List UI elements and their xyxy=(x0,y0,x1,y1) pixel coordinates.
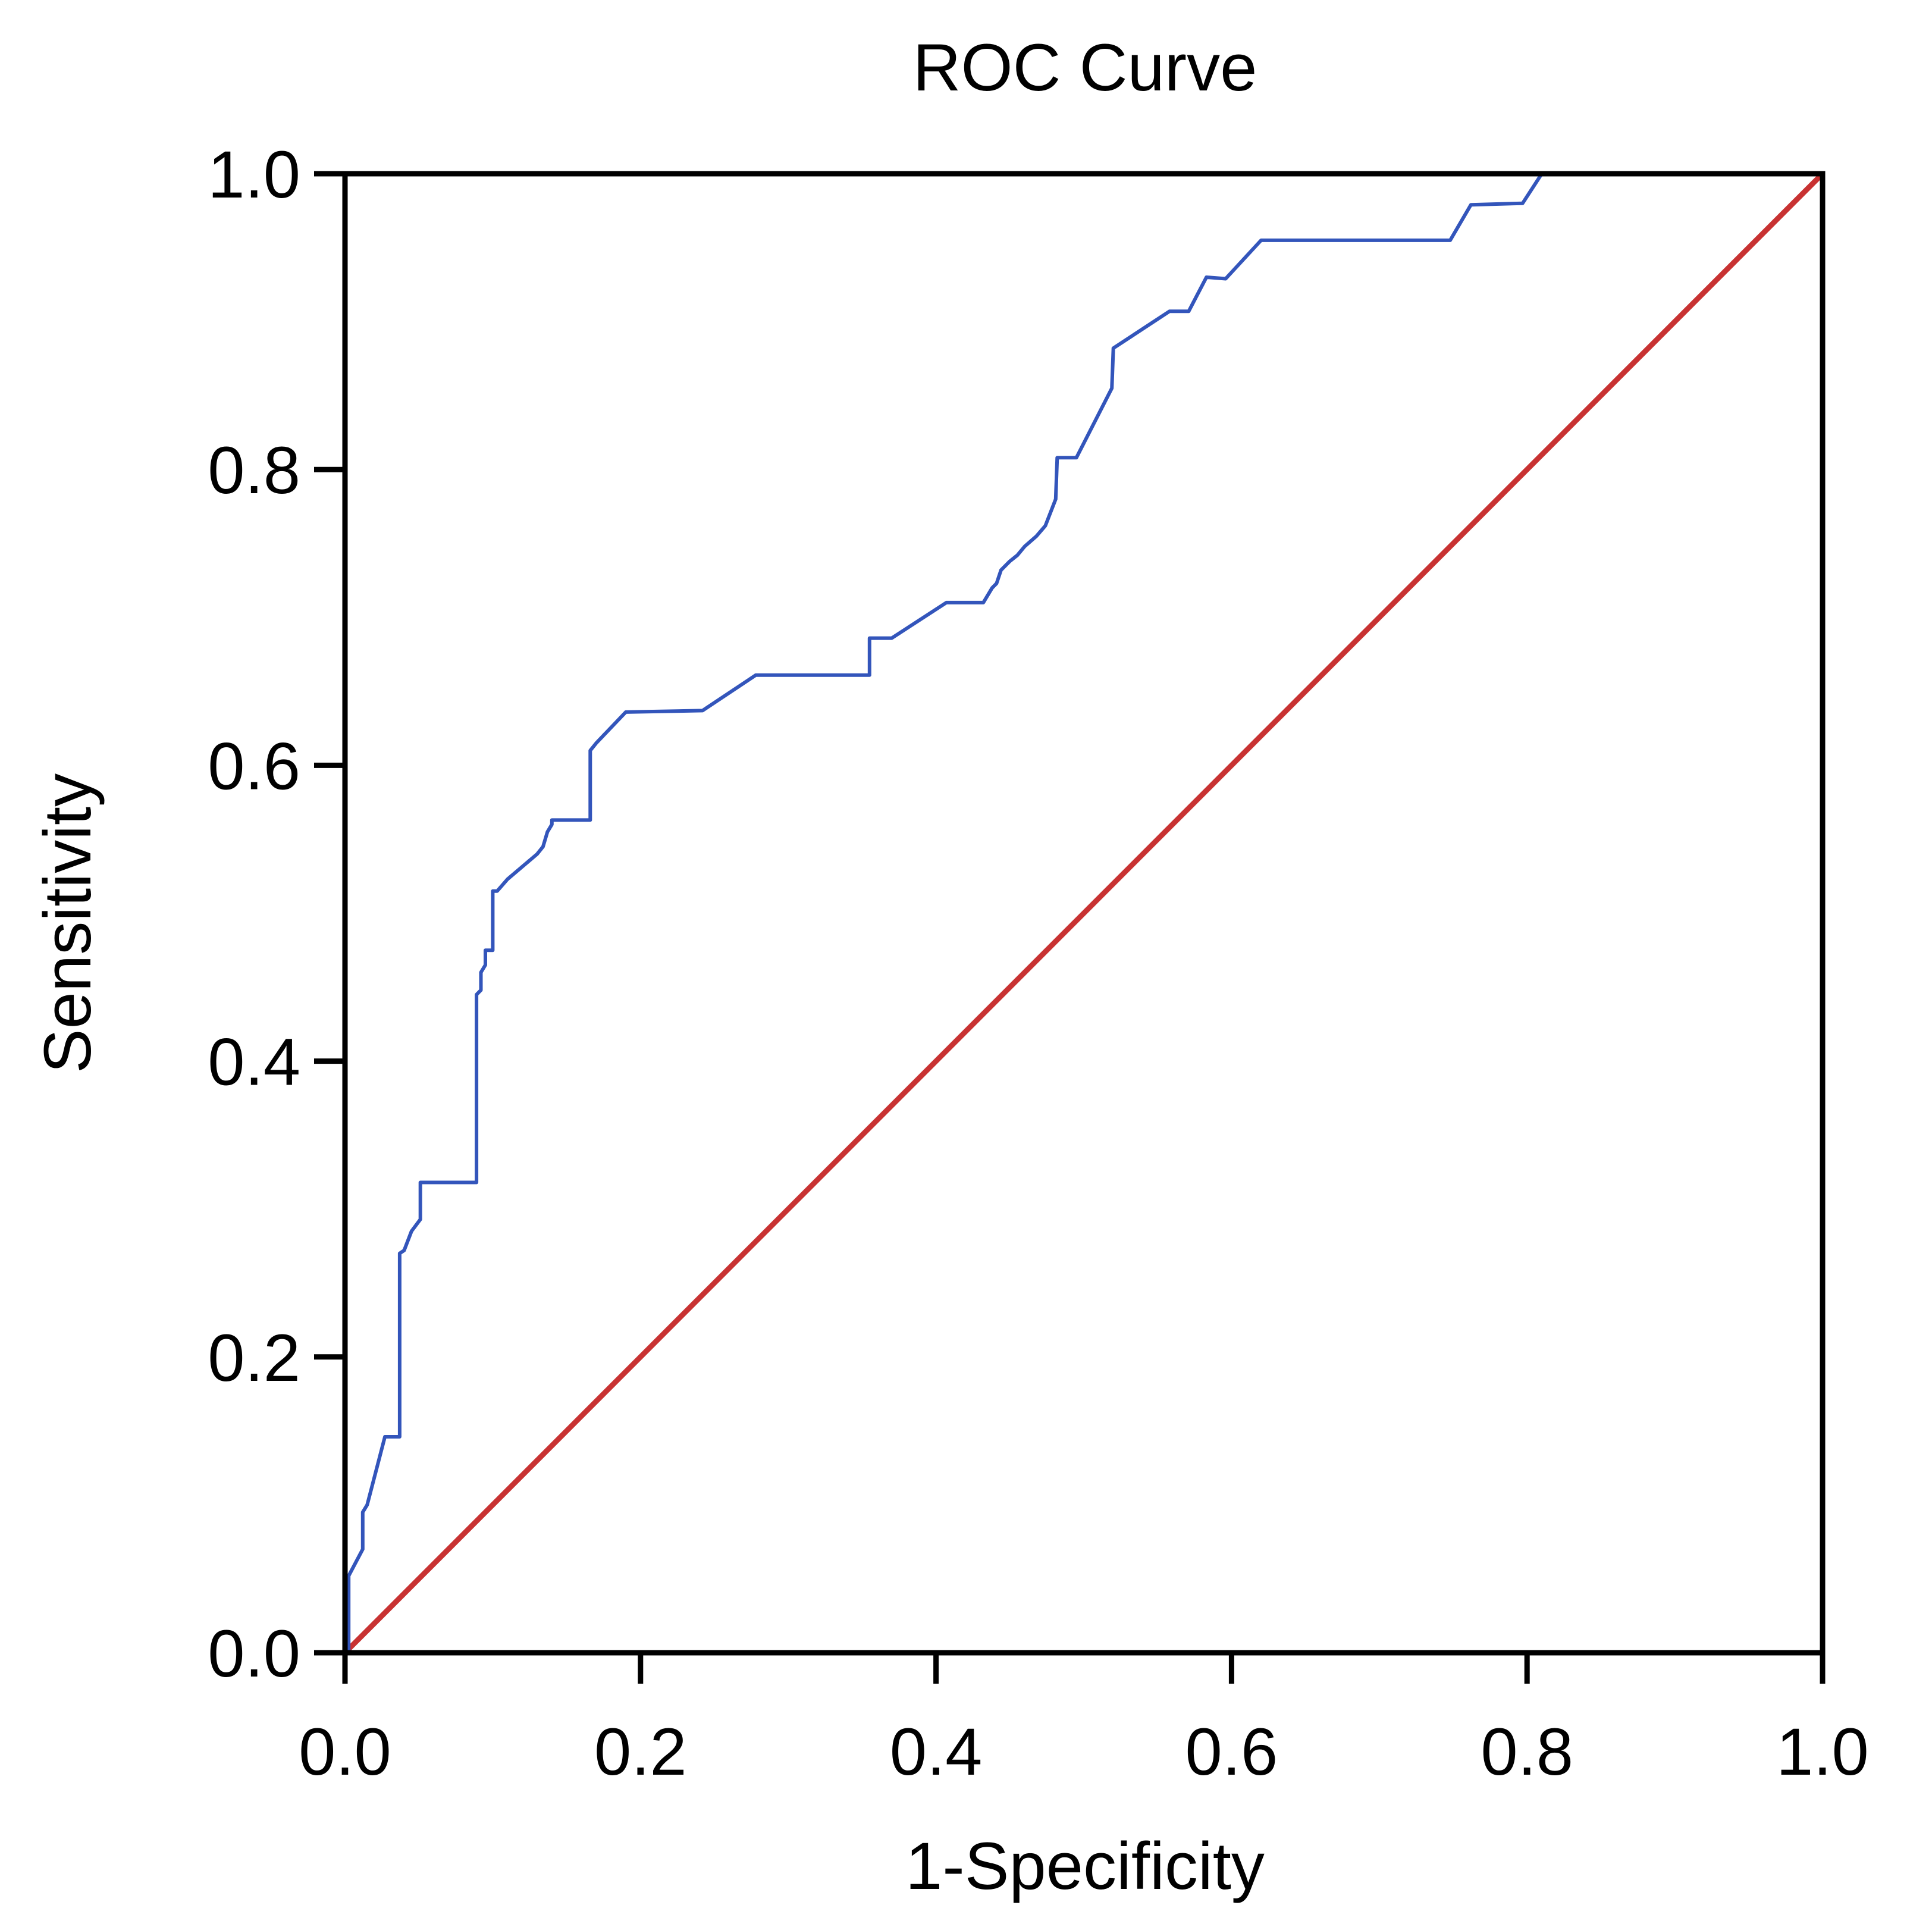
x-tick-label: 0.2 xyxy=(594,1715,687,1789)
x-tick-label: 0.4 xyxy=(890,1715,983,1789)
y-tick-label: 0.6 xyxy=(208,729,300,803)
x-tick-label: 0.6 xyxy=(1185,1715,1278,1789)
x-tick-label: 1.0 xyxy=(1776,1715,1869,1789)
plot-frame xyxy=(342,171,1826,1656)
x-axis-label: 1-Specificity xyxy=(905,1829,1265,1903)
y-tick-label: 0.8 xyxy=(208,433,300,507)
axes-layer: 0.0 0.2 0.4 0.6 0.8 1.0 0.0 0.2 0.4 0.6 0.8 1.0 xyxy=(208,137,1869,1789)
y-tick-label: 0.4 xyxy=(208,1025,300,1099)
x-tick-label: 0.0 xyxy=(299,1715,391,1789)
y-tick-label: 0.0 xyxy=(208,1616,300,1691)
y-tick-label: 0.2 xyxy=(208,1321,300,1395)
x-tick-label: 0.8 xyxy=(1481,1715,1573,1789)
reference-diagonal-line xyxy=(342,171,1826,1656)
y-tick-label: 1.0 xyxy=(208,137,300,212)
series-layer xyxy=(342,171,1826,1656)
chart-title: ROC Curve xyxy=(913,30,1257,105)
roc-curve-line xyxy=(343,172,1824,1655)
y-axis-label: Sensitivity xyxy=(30,773,105,1073)
